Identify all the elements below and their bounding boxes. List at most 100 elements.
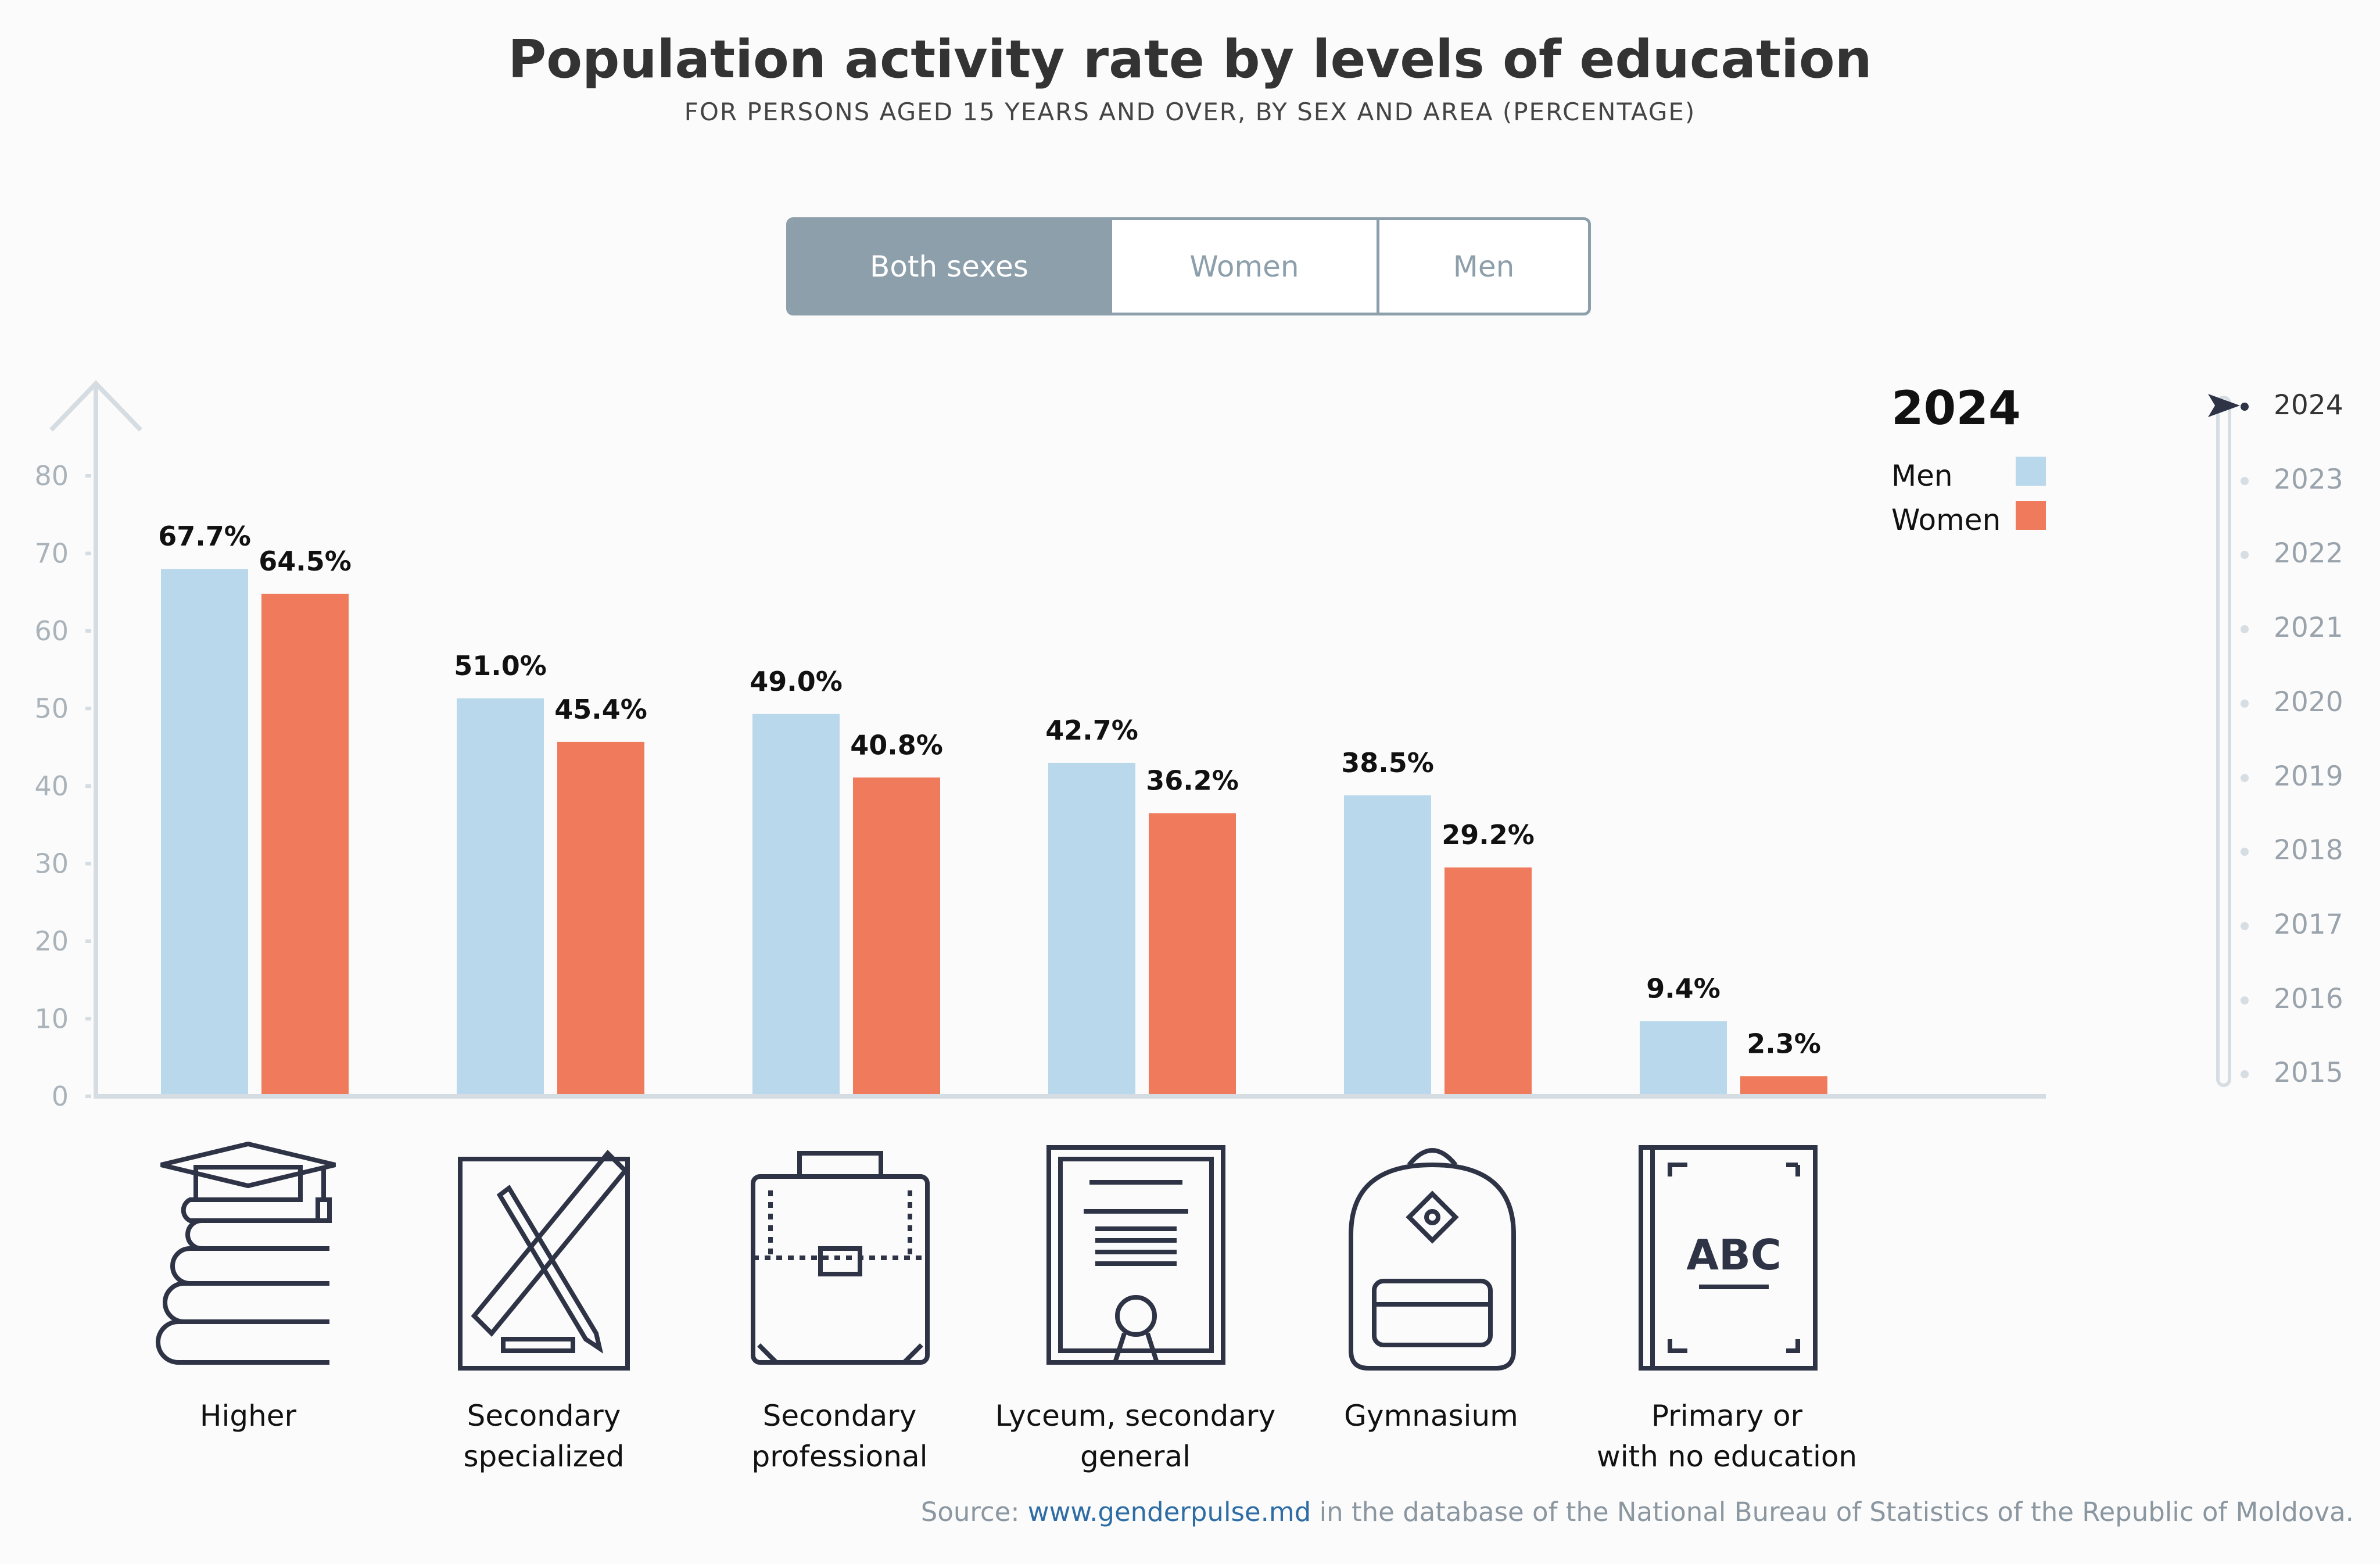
graduation-books-icon — [156, 1142, 336, 1365]
bar-men — [457, 698, 544, 1094]
value-label: 38.5% — [1341, 747, 1434, 779]
timeline-year-2020[interactable]: 2020 — [2274, 686, 2343, 718]
value-label: 29.2% — [1442, 819, 1535, 851]
value-label: 9.4% — [1646, 973, 1721, 1005]
bar-women — [853, 777, 940, 1094]
source-suffix: in the database of the National Bureau o… — [1311, 1497, 2354, 1527]
ruler-pencil-icon — [458, 1150, 630, 1371]
sex-toggle: Both sexes Women Men — [786, 217, 1591, 315]
timeline-year-2022[interactable]: 2022 — [2274, 537, 2343, 570]
legend-men-swatch — [2016, 457, 2046, 486]
category-label: Gymnasium — [1280, 1396, 1582, 1436]
timeline-dot[interactable] — [2241, 773, 2249, 782]
y-tick-label: 10 — [34, 1003, 69, 1035]
value-label: 51.0% — [454, 650, 547, 681]
y-tick-mark — [85, 1017, 91, 1021]
timeline-year-2019[interactable]: 2019 — [2274, 760, 2343, 792]
y-tick-mark — [85, 706, 91, 711]
timeline-dot[interactable] — [2241, 699, 2249, 708]
timeline-year-2024[interactable]: 2024 — [2274, 389, 2343, 421]
y-tick-mark — [85, 474, 91, 478]
bar-men — [161, 569, 248, 1094]
category-label-line: Secondary — [467, 1399, 621, 1433]
timeline-year-2017[interactable]: 2017 — [2274, 908, 2343, 941]
legend-title: 2024 — [1891, 381, 2021, 435]
timeline-dot[interactable] — [2241, 625, 2249, 634]
timeline-year-2018[interactable]: 2018 — [2274, 834, 2343, 867]
bar-men — [1640, 1021, 1727, 1094]
timeline-pointer-icon[interactable] — [2208, 394, 2240, 417]
bar-women — [1740, 1076, 1827, 1094]
timeline-dot[interactable] — [2241, 476, 2249, 485]
legend-men-label: Men — [1891, 459, 1953, 493]
value-label: 42.7% — [1045, 715, 1138, 746]
y-tick-label: 20 — [34, 926, 69, 957]
bar-men — [752, 713, 840, 1094]
backpack-icon — [1349, 1148, 1516, 1371]
timeline-track[interactable] — [2216, 396, 2231, 1087]
y-tick-label: 70 — [34, 538, 69, 569]
y-tick-label: 0 — [52, 1081, 69, 1112]
legend-women-swatch — [2016, 501, 2046, 530]
category-label-line: professional — [751, 1440, 928, 1473]
y-tick-label: 80 — [34, 460, 69, 492]
source-prefix: Source: — [920, 1497, 1028, 1527]
y-tick-mark — [85, 939, 91, 943]
timeline-dot[interactable] — [2241, 1070, 2249, 1079]
timeline-dot[interactable] — [2241, 921, 2249, 930]
y-tick-mark — [85, 784, 91, 788]
timeline-year-2023[interactable]: 2023 — [2274, 463, 2343, 496]
category-label: Secondary specialized — [393, 1396, 695, 1477]
timeline-dot[interactable] — [2241, 551, 2249, 559]
y-tick-mark — [85, 862, 91, 866]
toggle-men[interactable]: Men — [1377, 220, 1588, 313]
bar-women — [1149, 813, 1236, 1094]
category-label: Primary or with no education — [1576, 1396, 1878, 1477]
toggle-both-sexes[interactable]: Both sexes — [789, 220, 1109, 313]
timeline-year-2021[interactable]: 2021 — [2274, 612, 2343, 644]
toggle-women[interactable]: Women — [1109, 220, 1377, 313]
chart-subtitle: FOR PERSONS AGED 15 YEARS AND OVER, BY S… — [684, 98, 1696, 126]
value-label: 40.8% — [850, 729, 943, 761]
category-label-line: specialized — [463, 1440, 625, 1473]
category-label: Lyceum, secondary general — [984, 1396, 1286, 1477]
source-link[interactable]: www.genderpulse.md — [1027, 1497, 1311, 1527]
value-label: 2.3% — [1747, 1028, 1821, 1059]
legend-women-label: Women — [1891, 503, 2001, 537]
source-note: Source: www.genderpulse.md in the databa… — [921, 1497, 2354, 1527]
diploma-icon — [1046, 1145, 1225, 1365]
timeline-year-2015[interactable]: 2015 — [2274, 1057, 2343, 1089]
briefcase-icon — [751, 1151, 930, 1365]
value-label: 49.0% — [750, 666, 843, 697]
bar-men — [1048, 762, 1135, 1094]
timeline-dot[interactable] — [2241, 403, 2249, 411]
category-label-line: with no education — [1596, 1440, 1858, 1473]
category-label-line: Lyceum, secondary — [995, 1399, 1276, 1433]
category-label-line: general — [1080, 1440, 1191, 1473]
svg-text:ABC: ABC — [1686, 1231, 1781, 1279]
y-tick-label: 40 — [34, 770, 69, 802]
category-label-line: Primary or — [1651, 1399, 1803, 1433]
timeline-dot[interactable] — [2241, 996, 2249, 1005]
y-tick-label: 30 — [34, 848, 69, 880]
y-tick-mark — [85, 551, 91, 555]
category-label-line: Gymnasium — [1344, 1399, 1518, 1433]
chart-title: Population activity rate by levels of ed… — [508, 29, 1872, 90]
abc-book-icon: ABC — [1639, 1145, 1818, 1371]
y-axis — [49, 380, 142, 1096]
bar-women — [557, 741, 644, 1094]
category-label-line: Higher — [199, 1399, 297, 1433]
category-label-line: Secondary — [762, 1399, 917, 1433]
bar-men — [1344, 795, 1431, 1094]
bar-women — [261, 593, 349, 1094]
category-label: Secondary professional — [689, 1396, 991, 1477]
bar-women — [1445, 867, 1532, 1094]
value-label: 45.4% — [554, 694, 647, 725]
y-tick-mark — [85, 1095, 91, 1098]
timeline-year-2016[interactable]: 2016 — [2274, 982, 2343, 1015]
timeline-dot[interactable] — [2241, 848, 2249, 856]
value-label: 64.5% — [259, 546, 352, 577]
category-label: Higher — [97, 1396, 399, 1436]
y-tick-label: 60 — [34, 615, 69, 647]
